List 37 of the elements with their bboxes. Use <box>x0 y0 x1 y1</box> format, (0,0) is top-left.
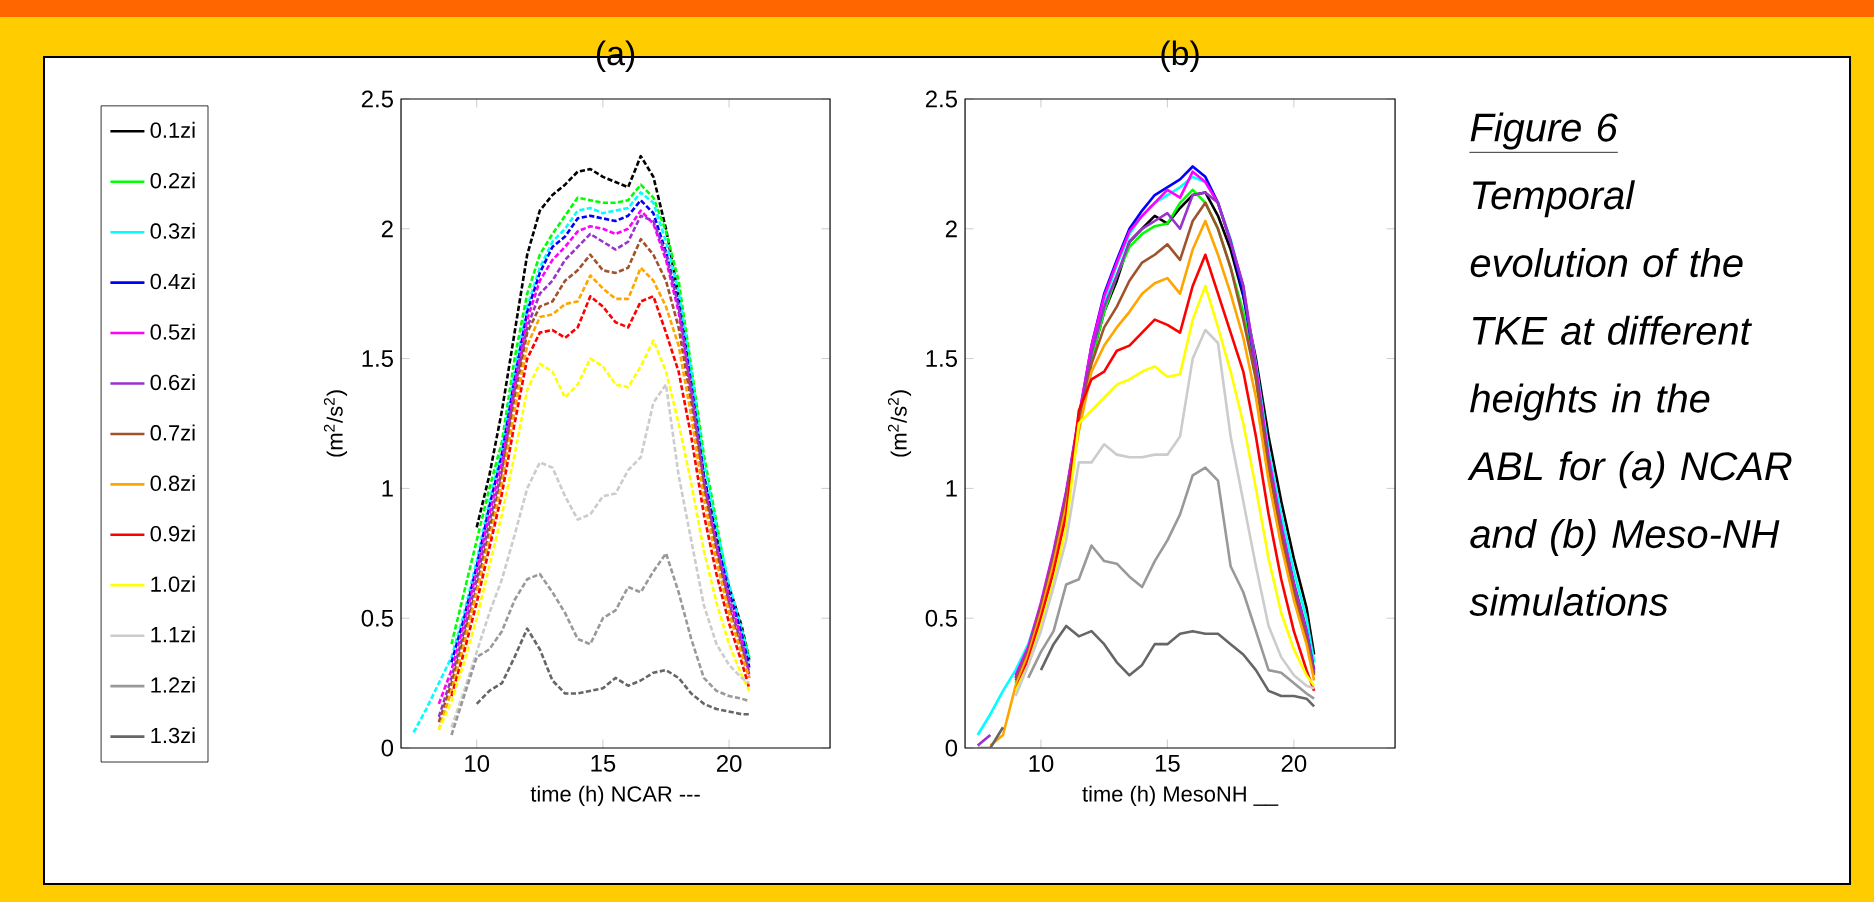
x-axis-title: time (h) MesoNH __ <box>1082 785 1279 807</box>
legend-label: 1.3zi <box>151 727 195 744</box>
y-tick-label: 1.5 <box>926 350 957 367</box>
x-tick-label: 15 <box>1155 755 1180 772</box>
legend-label: 0.7zi <box>150 424 195 441</box>
legend-label: 1.2zi <box>151 676 195 693</box>
legend-label: 0.3zi <box>150 222 195 239</box>
x-tick-label: 20 <box>716 755 742 772</box>
legend-label: 0.4zi <box>150 273 195 290</box>
legend-label: 1.1zi <box>151 626 195 643</box>
legend-label: 0.9zi <box>150 525 195 542</box>
y-tick-label: 0.5 <box>925 609 957 627</box>
y-axis-title: (m$^{2}$/s$^{2}$) <box>323 390 348 457</box>
y-tick-label: 0 <box>381 739 394 757</box>
y-tick-label: 2.5 <box>925 90 957 108</box>
caption: Figure 6 <box>1470 112 1618 150</box>
x-axis-title: time (h) NCAR --- <box>530 785 700 807</box>
legend-label: 0.2zi <box>150 172 195 189</box>
text: Temporal evolution of the TKE at different heights in the ABL for (a) NCAR and (b) Meso-NH simulations <box>1467 180 1792 616</box>
legend-label: 0.5zi <box>150 323 195 340</box>
y-axis-title: (m$^{2}$/s$^{2}$) <box>887 390 912 457</box>
x-tick-label: 10 <box>1029 755 1054 772</box>
y-tick-label: 1 <box>946 480 957 497</box>
y-tick-label: 2.5 <box>361 90 393 108</box>
y-tick-label: 1.5 <box>362 350 393 367</box>
y-tick-label: 1 <box>382 480 393 497</box>
y-tick-label: 0 <box>945 739 958 757</box>
x-tick-label: 15 <box>591 755 616 772</box>
legend-label: 1.0zi <box>151 575 195 592</box>
x-tick-label: 20 <box>1281 755 1307 772</box>
legend-label: 0.8zi <box>150 474 195 492</box>
y-tick-label: 0.5 <box>361 609 393 627</box>
y-tick-label: 2 <box>945 220 957 238</box>
legend-label: 0.6zi <box>150 374 195 391</box>
legend-label: 0.1zi <box>150 121 195 138</box>
x-tick-label: 10 <box>465 755 490 772</box>
y-tick-label: 2 <box>381 220 393 238</box>
